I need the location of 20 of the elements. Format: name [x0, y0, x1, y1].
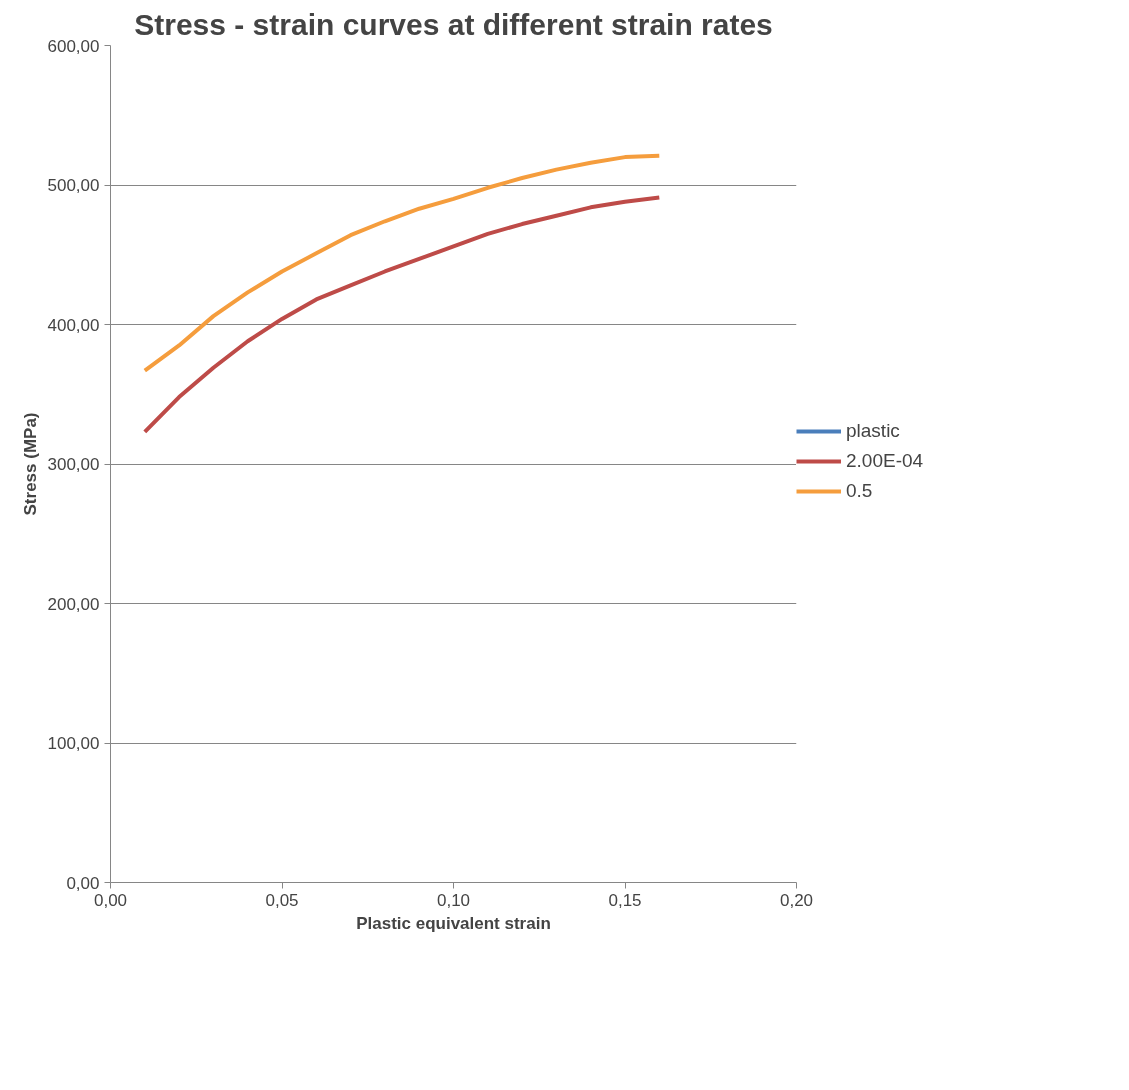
line-series	[142, 153, 662, 373]
x-axis-title: Plastic equivalent strain	[356, 913, 551, 933]
legend-label: 2.00E-04	[846, 450, 924, 472]
chart-title: Stress - strain curves at different strain rates	[134, 7, 773, 41]
line-series	[142, 195, 662, 434]
y-tick-label: 300,00	[47, 455, 100, 474]
y-tick-label: 100,00	[47, 734, 100, 753]
legend-label: 0.5	[846, 480, 873, 502]
legend-label: plastic	[846, 420, 900, 442]
y-tick-label: 200,00	[47, 594, 100, 614]
x-tick-label: 0,20	[779, 890, 814, 910]
x-tick-label: 0,15	[608, 890, 642, 910]
x-tick-label: 0,10	[436, 890, 471, 910]
y-tick-label: 500,00	[47, 176, 100, 195]
y-tick-label: 600,00	[47, 36, 100, 56]
x-tick-label: 0,00	[93, 890, 128, 910]
y-tick-label: 0,00	[66, 873, 100, 893]
y-axis-title: Stress (MPa)	[20, 412, 40, 516]
x-tick-label: 0,05	[265, 890, 299, 910]
y-tick-label: 400,00	[47, 315, 100, 335]
